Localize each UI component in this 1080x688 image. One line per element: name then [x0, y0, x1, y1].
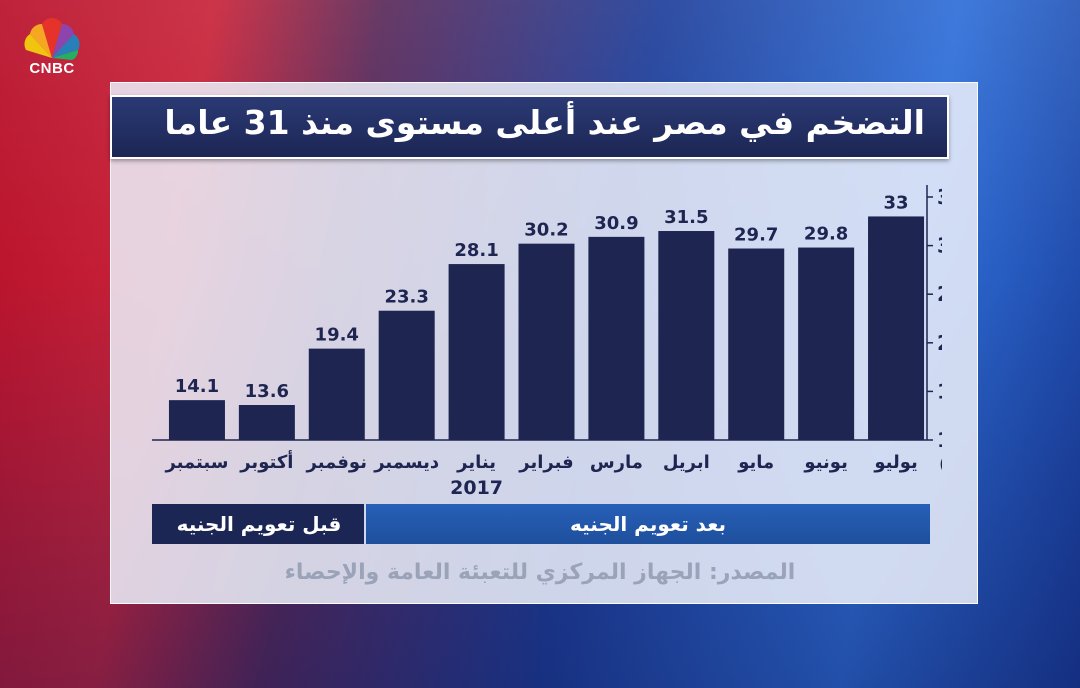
category-label: يناير [456, 452, 496, 473]
y-tick-label: 20 [937, 331, 942, 355]
y-tick-label: 10 [937, 428, 942, 452]
bar [728, 248, 785, 440]
y-tick-label: 25 [937, 282, 942, 306]
category-label: يونيو [803, 452, 847, 473]
value-label: 31.5 [664, 207, 708, 228]
legend-divider [364, 504, 366, 544]
legend-bar: قبل تعويم الجنيه بعد تعويم الجنيه [152, 504, 930, 544]
page-title: التضخم في مصر عند أعلى مستوى منذ 31 عاما [164, 103, 925, 142]
bar [798, 247, 855, 440]
bar [518, 243, 575, 440]
category-label: فبراير [518, 452, 573, 473]
bar [168, 400, 225, 440]
bar [308, 348, 365, 440]
y-tick-label: 15 [937, 379, 942, 403]
category-label: ابريل [663, 452, 710, 473]
bar [658, 231, 715, 440]
bar [448, 264, 505, 440]
value-label: 13.6 [245, 381, 289, 402]
bar [868, 216, 925, 440]
logo-text: CNBC [29, 60, 75, 77]
category-label: يوليو [873, 452, 917, 473]
category-label: أكتوبر [239, 450, 293, 473]
category-label: مارس [590, 452, 643, 473]
value-label: 19.4 [315, 325, 359, 346]
value-label: 33 [884, 192, 909, 213]
value-label: 28.1 [454, 240, 498, 261]
category-label: سبتمبر [164, 452, 228, 473]
value-label: 23.3 [384, 287, 428, 308]
legend-before-float: قبل تعويم الجنيه [152, 504, 366, 544]
year-label: 2017 [450, 477, 503, 499]
bar-chart: 10 15 20 25 30 35 (%) 14.1 سبتمبر 13.6 أكتوبر 19.4 ن… [152, 170, 975, 500]
title-bar: التضخم في مصر عند أعلى مستوى منذ 31 عاما [110, 95, 949, 159]
value-label: 29.8 [804, 224, 848, 245]
y-tick-label: 35 [937, 185, 942, 209]
bar [378, 310, 435, 440]
value-label: 14.1 [175, 376, 219, 397]
peacock-icon [24, 18, 80, 60]
value-label: 30.9 [594, 213, 638, 234]
bar [588, 236, 645, 440]
y-axis-label: (%) [939, 453, 942, 475]
y-tick-label: 30 [937, 234, 942, 258]
value-label: 30.2 [524, 220, 568, 241]
bar [238, 405, 295, 440]
chart-svg: 10 15 20 25 30 35 (%) 14.1 سبتمبر 13.6 أكتوبر 19.4 ن… [152, 185, 975, 499]
category-label: ديسمبر [373, 452, 439, 473]
category-label: نوفمبر [306, 452, 367, 473]
source-note: المصدر: الجهاز المركزي للتعبئة العامة وا… [284, 560, 796, 585]
legend-after-float: بعد تعويم الجنيه [366, 504, 930, 544]
category-label: مايو [737, 452, 774, 473]
value-label: 29.7 [734, 225, 778, 246]
